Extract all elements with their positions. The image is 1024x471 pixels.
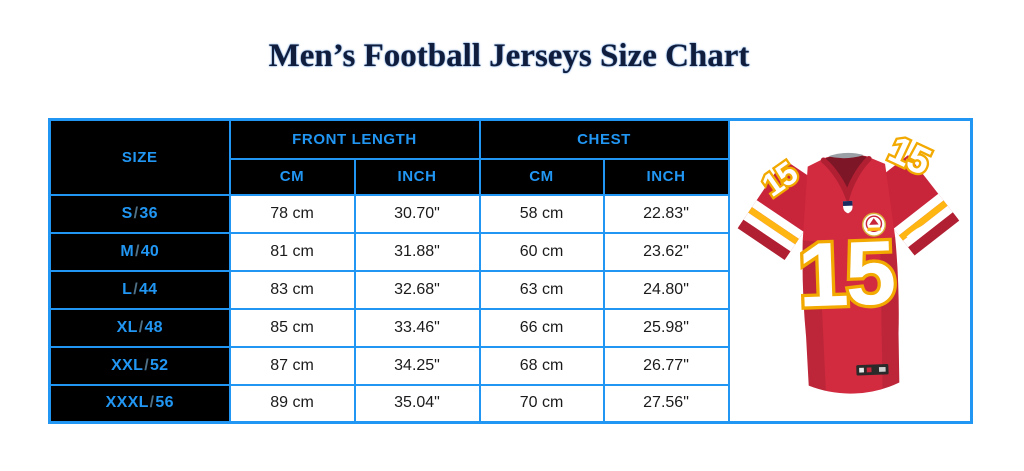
table-row: M/40 81 cm 31.88" 60 cm 23.62" [48, 231, 972, 272]
cell-chest-cm: 68 cm [478, 345, 605, 386]
svg-text:15: 15 [796, 222, 895, 326]
cell-chest-cm: 58 cm [478, 193, 605, 234]
nfl-shield-icon [842, 200, 853, 213]
nike-swoosh-icon [906, 222, 929, 237]
jersey-jock-tag [856, 363, 889, 375]
cell-front-inch: 31.88" [353, 231, 481, 272]
table-row: XL/48 85 cm 33.46" 66 cm 25.98" [48, 307, 972, 348]
col-header-chest: CHEST [478, 118, 730, 160]
row-header-size: XL/48 [48, 307, 231, 348]
cell-front-inch: 32.68" [353, 269, 481, 310]
cell-front-cm: 89 cm [228, 383, 356, 424]
jersey-chest-number: 15 15 [793, 219, 899, 330]
subheader-chest-inch: INCH [602, 157, 730, 196]
cell-front-inch: 30.70" [353, 193, 481, 234]
cell-chest-inch: 26.77" [602, 345, 730, 386]
row-header-size: XXL/52 [48, 345, 231, 386]
cell-front-inch: 35.04" [353, 383, 481, 424]
cell-front-cm: 81 cm [228, 231, 356, 272]
row-header-size: M/40 [48, 231, 231, 272]
chiefs-patch-icon [861, 212, 886, 237]
cell-front-cm: 83 cm [228, 269, 356, 310]
size-chart-table: SIZE FRONT LENGTH CHEST [48, 118, 974, 424]
jersey-product-image: 15 15 15 15 15 15 [727, 118, 973, 424]
cell-front-inch: 33.46" [353, 307, 481, 348]
cell-chest-cm: 66 cm [478, 307, 605, 348]
row-header-size: S/36 [48, 193, 231, 234]
col-header-size: SIZE [48, 118, 231, 196]
cell-front-cm: 85 cm [228, 307, 356, 348]
cell-chest-inch: 25.98" [602, 307, 730, 348]
cell-chest-cm: 60 cm [478, 231, 605, 272]
cell-front-inch: 34.25" [353, 345, 481, 386]
table-row: XXXL/56 89 cm 35.04" 70 cm 27.56" [48, 383, 972, 424]
subheader-front-inch: INCH [353, 157, 481, 196]
cell-chest-inch: 23.62" [602, 231, 730, 272]
cell-chest-inch: 27.56" [602, 383, 730, 424]
page-title: Men’s Football Jerseys Size Chart [268, 38, 750, 74]
cell-chest-inch: 22.83" [602, 193, 730, 234]
table-row: L/44 83 cm 32.68" 63 cm 24.80" [48, 269, 972, 310]
table-row: XXL/52 87 cm 34.25" 68 cm 26.77" [48, 345, 972, 386]
subheader-chest-cm: CM [478, 157, 605, 196]
football-jersey-illustration: 15 15 15 15 15 15 [737, 126, 960, 394]
cell-chest-cm: 63 cm [478, 269, 605, 310]
svg-text:15: 15 [796, 222, 895, 326]
cell-chest-cm: 70 cm [478, 383, 605, 424]
cell-front-cm: 78 cm [228, 193, 356, 234]
row-header-size: L/44 [48, 269, 231, 310]
table-row: S/36 78 cm 30.70" 58 cm 22.83" [48, 193, 972, 234]
cell-front-cm: 87 cm [228, 345, 356, 386]
cell-chest-inch: 24.80" [602, 269, 730, 310]
subheader-front-cm: CM [228, 157, 356, 196]
col-header-front-length: FRONT LENGTH [228, 118, 481, 160]
row-header-size: XXXL/56 [48, 383, 231, 424]
